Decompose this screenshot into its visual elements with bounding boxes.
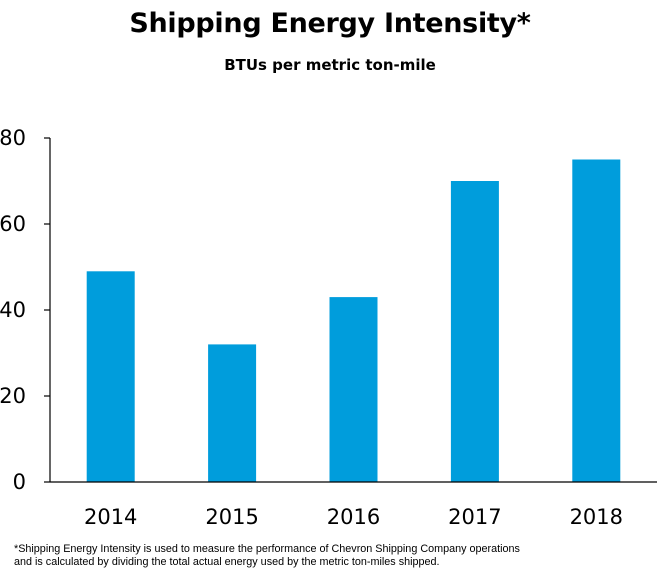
axes-group bbox=[44, 137, 657, 483]
x-tick-label-2017: 2017 bbox=[448, 505, 501, 529]
x-tick-labels: 2014 2015 2016 2017 2018 bbox=[84, 505, 623, 529]
y-tick-labels: 0 20 40 60 80 bbox=[0, 126, 26, 494]
footnote-line-2: and is calculated by dividing the total … bbox=[14, 556, 440, 568]
footnote: *Shipping Energy Intensity is used to me… bbox=[14, 543, 654, 569]
chart-subtitle: BTUs per metric ton-mile bbox=[224, 56, 436, 74]
y-tick-label-40: 40 bbox=[0, 298, 26, 322]
footnote-line-1: *Shipping Energy Intensity is used to me… bbox=[14, 543, 520, 555]
x-tick-label-2016: 2016 bbox=[327, 505, 380, 529]
x-tick-label-2018: 2018 bbox=[570, 505, 623, 529]
x-tick-label-2014: 2014 bbox=[84, 505, 137, 529]
bar-chart: 0 20 40 60 80 2014 2015 2016 2017 2018 bbox=[0, 126, 657, 529]
bar-2014 bbox=[86, 271, 135, 482]
bar-2017 bbox=[450, 181, 499, 482]
y-tick-label-0: 0 bbox=[13, 470, 26, 494]
y-tick-label-80: 80 bbox=[0, 126, 26, 150]
bars-group bbox=[86, 159, 621, 482]
bar-2015 bbox=[208, 344, 257, 482]
y-tick-label-20: 20 bbox=[0, 384, 26, 408]
bar-2018 bbox=[572, 159, 621, 482]
y-tick-label-60: 60 bbox=[0, 212, 26, 236]
bar-2016 bbox=[329, 297, 378, 482]
x-tick-label-2015: 2015 bbox=[205, 505, 258, 529]
chart-title: Shipping Energy Intensity* bbox=[129, 8, 531, 39]
